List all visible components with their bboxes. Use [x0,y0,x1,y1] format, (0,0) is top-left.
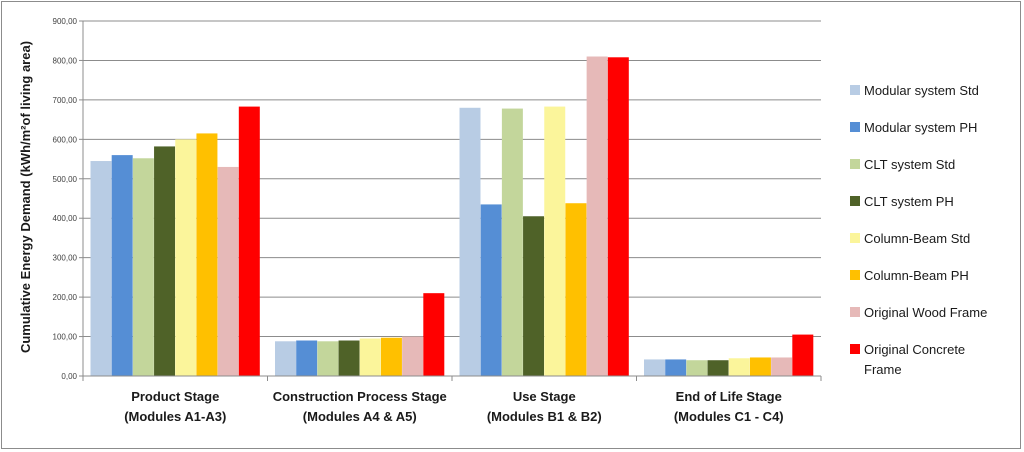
legend-label-line: Original Concrete [864,342,965,357]
bar [480,204,502,376]
legend-label: Original Wood Frame [864,305,987,320]
bar [154,146,176,376]
y-tick-label: 300,00 [53,254,78,263]
category-label-line: Product Stage [131,389,219,404]
bar [132,158,154,376]
legend-swatch [850,270,860,280]
category-label: Product Stage (Modules A1-A3) [124,389,226,424]
legend-swatch [850,122,860,132]
legend-swatch [850,196,860,206]
bar [565,203,587,376]
legend-swatch [850,307,860,317]
bar [686,360,708,376]
legend-label: Modular system Std [864,83,979,98]
bars [90,56,814,376]
legend-label-line: CLT system PH [864,194,954,209]
bar [707,360,729,376]
y-tick-label: 600,00 [53,135,78,144]
category-label-line: Construction Process Stage [273,389,447,404]
legend-label: CLT system PH [864,194,954,209]
legend-label-line: Column-Beam PH [864,268,969,283]
bar [338,340,360,376]
bar [175,139,197,376]
bar [380,337,402,376]
category-label-line: (Modules A4 & A5) [303,409,417,424]
legend-label-line: Frame [864,362,902,377]
category-label: Construction Process Stage (Modules A4 & … [273,389,447,424]
bar [459,107,481,376]
axes [79,20,822,381]
category-label-line: End of Life Stage [676,389,782,404]
category-label: Use Stage (Modules B1 & B2) [487,389,602,424]
category-label-line: Use Stage [513,389,576,404]
y-tick-label: 800,00 [53,56,78,65]
y-tick-label: 500,00 [53,175,78,184]
legend-swatch [850,159,860,169]
bar [238,106,260,376]
y-tick-label: 100,00 [53,333,78,342]
bar [728,358,750,376]
bar [792,334,814,376]
bar [749,357,771,376]
legend-label: Original Concrete Frame [864,342,965,377]
category-label-line: (Modules B1 & B2) [487,409,602,424]
bar [423,293,445,376]
bar [544,106,566,376]
bar [275,341,296,376]
y-axis-label: Cumulative Energy Demand (kWh/m²of livin… [18,41,33,353]
y-tick-label: 200,00 [53,293,78,302]
legend-swatch [850,344,860,354]
bar [402,336,424,376]
bar [317,341,339,376]
y-tick-label: 700,00 [53,96,78,105]
legend-label-line: Original Wood Frame [864,305,987,320]
legend-label-line: Modular system Std [864,83,979,98]
bar [607,57,629,376]
legend-label-line: Column-Beam Std [864,231,970,246]
legend: Modular system Std Modular system PH CLT s… [850,83,987,377]
x-category-labels: Product Stage (Modules A1-A3) Construction… [124,389,783,424]
bar [501,108,523,376]
legend-swatch [850,85,860,95]
bar [523,216,545,376]
legend-label: Column-Beam Std [864,231,970,246]
bar [217,166,239,376]
legend-label-line: Modular system PH [864,120,977,135]
category-label-line: (Modules A1-A3) [124,409,226,424]
bar [111,155,133,376]
bar [296,340,318,376]
y-tick-label: 0,00 [61,372,77,381]
category-label-line: (Modules C1 - C4) [674,409,784,424]
legend-label: Column-Beam PH [864,268,969,283]
category-label: End of Life Stage (Modules C1 - C4) [674,389,784,424]
y-tick-label: 900,00 [53,17,78,26]
bar [586,56,608,376]
legend-label: CLT system Std [864,157,955,172]
legend-label: Modular system PH [864,120,977,135]
legend-swatch [850,233,860,243]
bar [665,359,687,376]
bar [771,357,793,376]
y-tick-label: 400,00 [53,214,78,223]
bar [644,359,665,376]
bar [359,338,381,376]
bar [196,133,218,376]
legend-label-line: CLT system Std [864,157,955,172]
y-tick-labels: 0,00 100,00 200,00 300,00 400,00 500,00 600,00… [53,17,78,381]
bar [90,161,112,376]
